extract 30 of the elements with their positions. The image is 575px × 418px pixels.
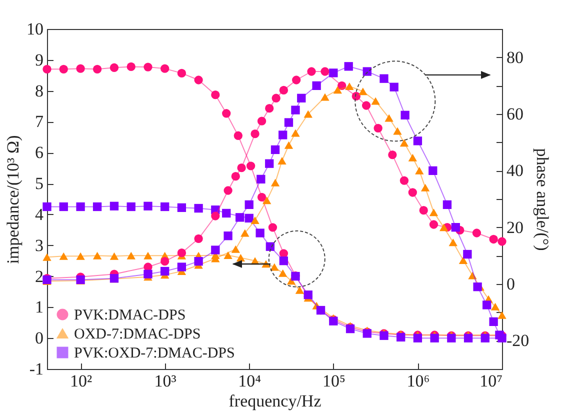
- y2-tick-label: -20: [506, 331, 530, 350]
- y2-tick-label: 40: [506, 161, 524, 180]
- y-tick-label: 2: [35, 266, 44, 286]
- y-tick-label: 8: [35, 81, 44, 100]
- y-tick-label: 9: [35, 50, 44, 70]
- y2-tick-label: 0: [506, 274, 515, 294]
- x-tick-label: 10²: [70, 372, 92, 390]
- x-tick-label: 10³: [154, 372, 176, 390]
- x-tick-label: 10⁵: [322, 372, 346, 390]
- y-tick-label: 1: [35, 298, 44, 317]
- y2-tick-label: 20: [506, 218, 524, 237]
- legend-label: PVK:OXD-7:DMAC-DPS: [74, 346, 235, 362]
- x-tick-label: 10⁷: [480, 372, 503, 390]
- y-tick-label: 0: [35, 328, 44, 348]
- y-tick-label: 5: [35, 174, 44, 194]
- y-tick-label: -1: [29, 360, 44, 378]
- legend-label: PVK:DMAC-DPS: [74, 308, 186, 324]
- y-tick-label: 3: [35, 236, 44, 255]
- y-tick-label: 7: [35, 112, 44, 132]
- y2-axis-title: phase angle/(°): [533, 148, 552, 251]
- x-tick-label: 10⁶: [406, 372, 430, 390]
- x-axis-title: frequency/Hz: [228, 392, 322, 410]
- y2-tick-label: 60: [506, 104, 524, 124]
- y-tick-label: 4: [35, 204, 44, 224]
- y-tick-label: 10: [26, 20, 44, 38]
- legend-label: OXD-7:DMAC-DPS: [74, 326, 201, 342]
- y-tick-label: 6: [35, 143, 44, 162]
- y-axis-title: impedance/(10³ Ω): [4, 135, 22, 264]
- y2-tick-label: 80: [506, 48, 524, 67]
- x-tick-label: 10⁴: [238, 372, 262, 390]
